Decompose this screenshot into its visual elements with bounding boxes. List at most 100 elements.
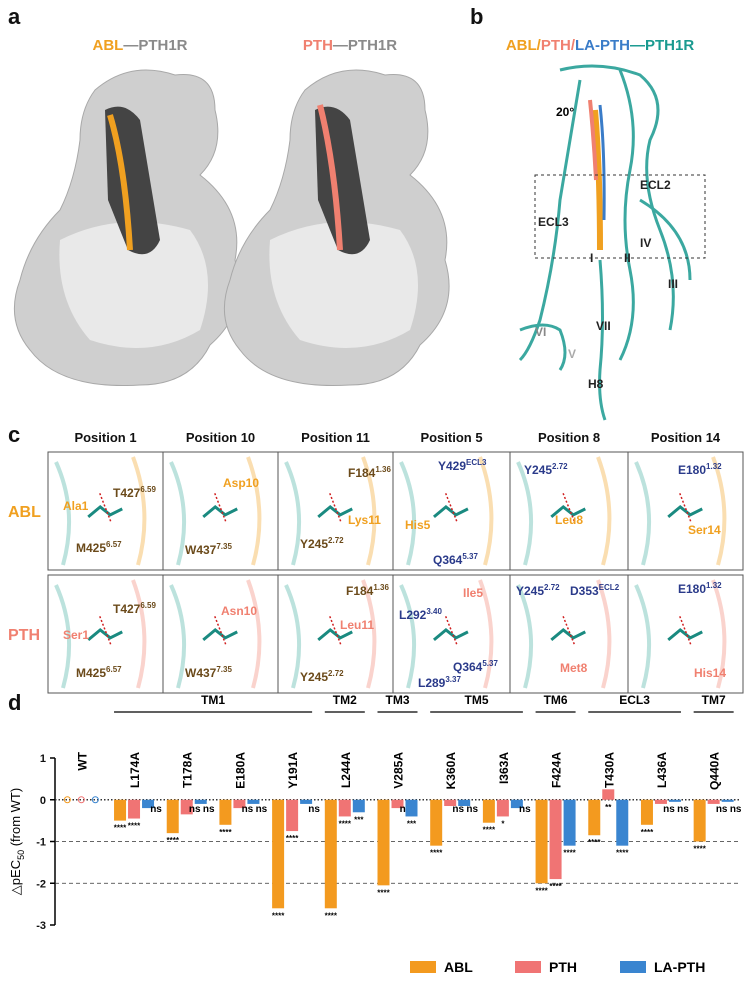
row-label: ABL (8, 504, 41, 521)
residue-name: His5 (405, 518, 431, 532)
y-tick-label: -1 (36, 837, 46, 849)
residue-name: Lys11 (348, 513, 381, 527)
residue-label: Ala1 (63, 499, 89, 513)
side-chain (317, 504, 353, 519)
significance-label: ns (189, 804, 201, 815)
side-chain (432, 627, 469, 642)
bar (496, 799, 509, 817)
significance-label: *** (354, 815, 364, 824)
residue-label: W4377.35 (185, 665, 232, 680)
panel-label: d (8, 690, 21, 715)
x-tick-label: F424A (550, 752, 564, 788)
residue-label: Asn10 (221, 604, 257, 618)
residue-name: Y245 (516, 584, 544, 598)
ribbon (399, 461, 417, 566)
side-chain (550, 504, 586, 519)
x-tick-label: I363A (497, 752, 511, 784)
residue-superscript: 2.72 (328, 669, 344, 678)
x-tick-label: T430A (602, 752, 616, 788)
residue-name: Ile5 (463, 586, 483, 600)
y-tick-label: -3 (36, 920, 46, 932)
title-part: —PTH1R (630, 37, 694, 54)
angle-label: 20° (556, 105, 574, 119)
residue-name: L292 (399, 608, 427, 622)
residue-superscript: 1.32 (706, 462, 722, 471)
significance-label: ns (452, 804, 464, 815)
legend-swatch (515, 961, 541, 973)
ribbon (284, 461, 302, 566)
residue-name: T427 (113, 486, 141, 500)
bar (194, 799, 207, 804)
residue-name: His14 (694, 666, 726, 680)
significance-label: **** (339, 819, 352, 828)
significance-label: **** (286, 834, 299, 843)
residue-superscript: 7.35 (216, 665, 232, 674)
side-chain (432, 504, 469, 519)
bar (563, 799, 576, 846)
h-bond (214, 616, 227, 647)
bar (180, 799, 193, 815)
residue-name: M425 (76, 666, 106, 680)
ribbon (54, 461, 72, 566)
residue-superscript: 3.37 (445, 675, 461, 684)
residue-label: L2923.40 (399, 607, 442, 622)
title-part: PTH/ (541, 37, 576, 54)
residue-name: Y245 (524, 463, 552, 477)
title-part: —PTH1R (333, 37, 397, 54)
residue-superscript: 2.72 (328, 536, 344, 545)
ribbon (169, 461, 187, 566)
bar (338, 799, 351, 817)
y-tick-label: 0 (40, 795, 46, 807)
bar (668, 799, 681, 802)
significance-label: *** (407, 819, 417, 828)
zoom-box (534, 174, 706, 259)
y-label-sub: 50 (16, 850, 26, 860)
ribbon (711, 579, 727, 689)
bar (233, 799, 246, 809)
surface (13, 69, 240, 387)
significance-label: ns (150, 804, 162, 815)
residue-name: Leu8 (555, 513, 583, 527)
significance-label: **** (563, 849, 576, 858)
significance-label: **** (219, 828, 232, 837)
bar (166, 799, 179, 834)
ribbon (516, 584, 534, 689)
significance-label: **** (430, 849, 443, 858)
bar (707, 799, 720, 804)
x-tick-label: T178A (181, 752, 195, 788)
ribbon (596, 579, 612, 689)
ribbon (361, 456, 377, 566)
residue-label: Y2452.72 (516, 583, 560, 598)
residue-label: M4256.57 (76, 540, 122, 555)
legend-label: LA-PTH (654, 959, 705, 975)
bar (654, 799, 667, 804)
column-header: Position 11 (301, 430, 370, 445)
residue-superscript: ECL3 (466, 458, 487, 467)
residue-name: D353 (570, 584, 599, 598)
significance-label: **** (588, 838, 601, 847)
column-header: Position 8 (538, 430, 600, 445)
y-tick-label: -2 (36, 878, 46, 890)
side-chain (550, 627, 586, 642)
side-chain (317, 627, 353, 642)
bar (352, 799, 365, 813)
panel-b-title: ABL/PTH/LA-PTH—PTH1R (506, 37, 695, 54)
significance-label: ** (605, 803, 612, 812)
panel-a-title: ABL—PTH1R (92, 37, 187, 54)
zero-point (63, 796, 71, 804)
residue-label: E1801.32 (678, 581, 722, 596)
significance-label: ns (203, 804, 215, 815)
bar (640, 799, 653, 825)
residue-label: Leu11 (340, 618, 374, 632)
bar (142, 799, 155, 809)
bar (300, 799, 313, 804)
residue-label: F1841.36 (348, 465, 391, 480)
surface (223, 69, 450, 387)
residue-superscript: 6.57 (106, 665, 122, 674)
residue-label: Y429ECL3 (438, 458, 487, 473)
residue-superscript: 2.72 (552, 462, 568, 471)
residue-superscript: 5.37 (462, 552, 478, 561)
y-axis-label: △pEC50 (from WT) (8, 788, 26, 895)
residue-label: D353ECL2 (570, 583, 620, 598)
significance-label: ns (466, 804, 478, 815)
